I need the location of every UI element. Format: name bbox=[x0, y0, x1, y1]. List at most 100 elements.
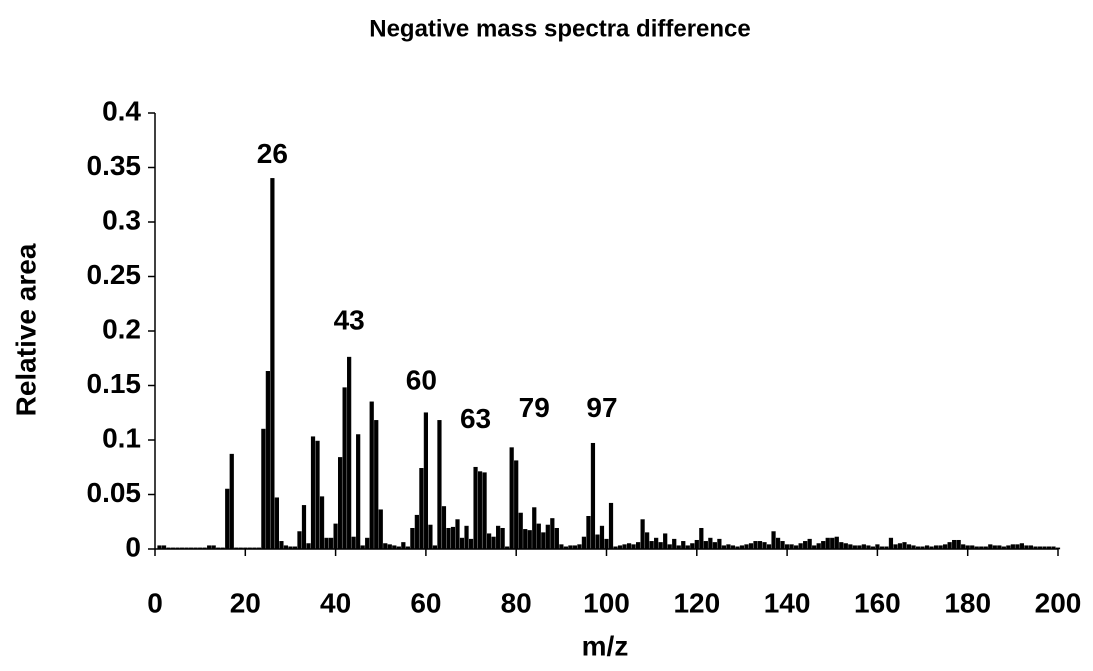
bar bbox=[229, 453, 234, 550]
bar bbox=[748, 543, 754, 550]
bar bbox=[297, 531, 302, 550]
bar bbox=[414, 514, 419, 550]
bar bbox=[581, 536, 587, 550]
bar bbox=[509, 447, 514, 550]
bar bbox=[816, 543, 821, 550]
annotation: 79 bbox=[519, 392, 550, 423]
bar bbox=[532, 507, 537, 550]
bar bbox=[608, 502, 614, 550]
y-tick-label: 0.3 bbox=[102, 204, 141, 235]
bar bbox=[590, 442, 596, 550]
bar bbox=[839, 542, 844, 550]
bar bbox=[699, 527, 704, 550]
bar bbox=[775, 537, 781, 550]
bar bbox=[428, 524, 433, 550]
bar bbox=[803, 541, 808, 550]
bar bbox=[780, 541, 785, 550]
bar bbox=[319, 496, 325, 550]
bar bbox=[527, 530, 532, 550]
annotation: 60 bbox=[406, 365, 437, 396]
bar bbox=[351, 536, 356, 550]
bar bbox=[902, 542, 907, 550]
bar bbox=[369, 401, 374, 550]
bar bbox=[753, 541, 758, 550]
annotation: 26 bbox=[257, 138, 288, 169]
bar bbox=[301, 505, 307, 550]
bar bbox=[491, 536, 496, 550]
bar bbox=[410, 527, 415, 550]
bar bbox=[274, 497, 280, 550]
bar bbox=[419, 468, 424, 550]
bar bbox=[374, 420, 379, 550]
bar bbox=[694, 539, 699, 550]
bar bbox=[554, 527, 559, 550]
bar bbox=[536, 523, 541, 550]
y-tick-label: 0 bbox=[125, 531, 141, 562]
annotation: 97 bbox=[586, 392, 617, 423]
bar bbox=[834, 536, 839, 550]
x-tick-label: 80 bbox=[501, 587, 532, 618]
y-tick-label: 0.4 bbox=[102, 95, 141, 126]
bar bbox=[807, 538, 812, 550]
chart-title: Negative mass spectra difference bbox=[369, 15, 751, 42]
bar bbox=[649, 541, 654, 550]
bar bbox=[762, 542, 767, 550]
bar bbox=[333, 523, 338, 550]
bar bbox=[586, 515, 591, 550]
bar bbox=[306, 543, 311, 550]
y-tick-label: 0.35 bbox=[87, 150, 142, 181]
bar bbox=[712, 542, 717, 550]
y-tick-label: 0.05 bbox=[87, 477, 142, 508]
bar bbox=[473, 466, 478, 550]
bar bbox=[270, 178, 275, 550]
x-tick-label: 0 bbox=[147, 587, 163, 618]
bar bbox=[663, 533, 668, 550]
bar bbox=[518, 512, 523, 550]
bar bbox=[545, 524, 550, 550]
bar bbox=[672, 538, 677, 550]
bar bbox=[717, 538, 722, 550]
bar bbox=[690, 543, 695, 550]
bar bbox=[599, 525, 605, 550]
bar bbox=[604, 538, 609, 550]
bar bbox=[635, 542, 641, 550]
bar bbox=[468, 538, 474, 550]
bar bbox=[328, 537, 334, 550]
bar bbox=[798, 543, 803, 550]
bar bbox=[1019, 543, 1024, 550]
bar bbox=[423, 412, 429, 550]
bar bbox=[225, 488, 230, 550]
bar bbox=[401, 542, 406, 550]
bar bbox=[487, 533, 492, 550]
bar bbox=[708, 537, 713, 550]
bar bbox=[477, 471, 483, 550]
bar bbox=[757, 541, 763, 550]
bar bbox=[888, 537, 894, 550]
bar bbox=[378, 509, 383, 550]
bar bbox=[464, 525, 469, 550]
bar bbox=[825, 537, 830, 550]
bar bbox=[550, 518, 555, 550]
bar bbox=[450, 526, 456, 550]
bar bbox=[342, 387, 347, 550]
bar bbox=[595, 534, 600, 550]
bar bbox=[261, 428, 266, 550]
bar bbox=[645, 532, 650, 550]
y-tick-label: 0.2 bbox=[102, 313, 141, 344]
bar bbox=[356, 434, 361, 550]
x-tick-label: 100 bbox=[583, 587, 630, 618]
bar bbox=[821, 541, 826, 550]
bar bbox=[365, 537, 370, 550]
bar bbox=[523, 529, 528, 550]
y-axis-title: Relative area bbox=[10, 243, 41, 416]
bar bbox=[347, 356, 352, 550]
bar bbox=[324, 537, 329, 550]
bar bbox=[496, 525, 501, 550]
x-tick-label: 20 bbox=[230, 587, 261, 618]
bar bbox=[455, 519, 460, 550]
bar bbox=[843, 543, 848, 550]
annotation: 43 bbox=[334, 305, 365, 336]
bar bbox=[541, 532, 546, 550]
bar bbox=[315, 440, 320, 550]
